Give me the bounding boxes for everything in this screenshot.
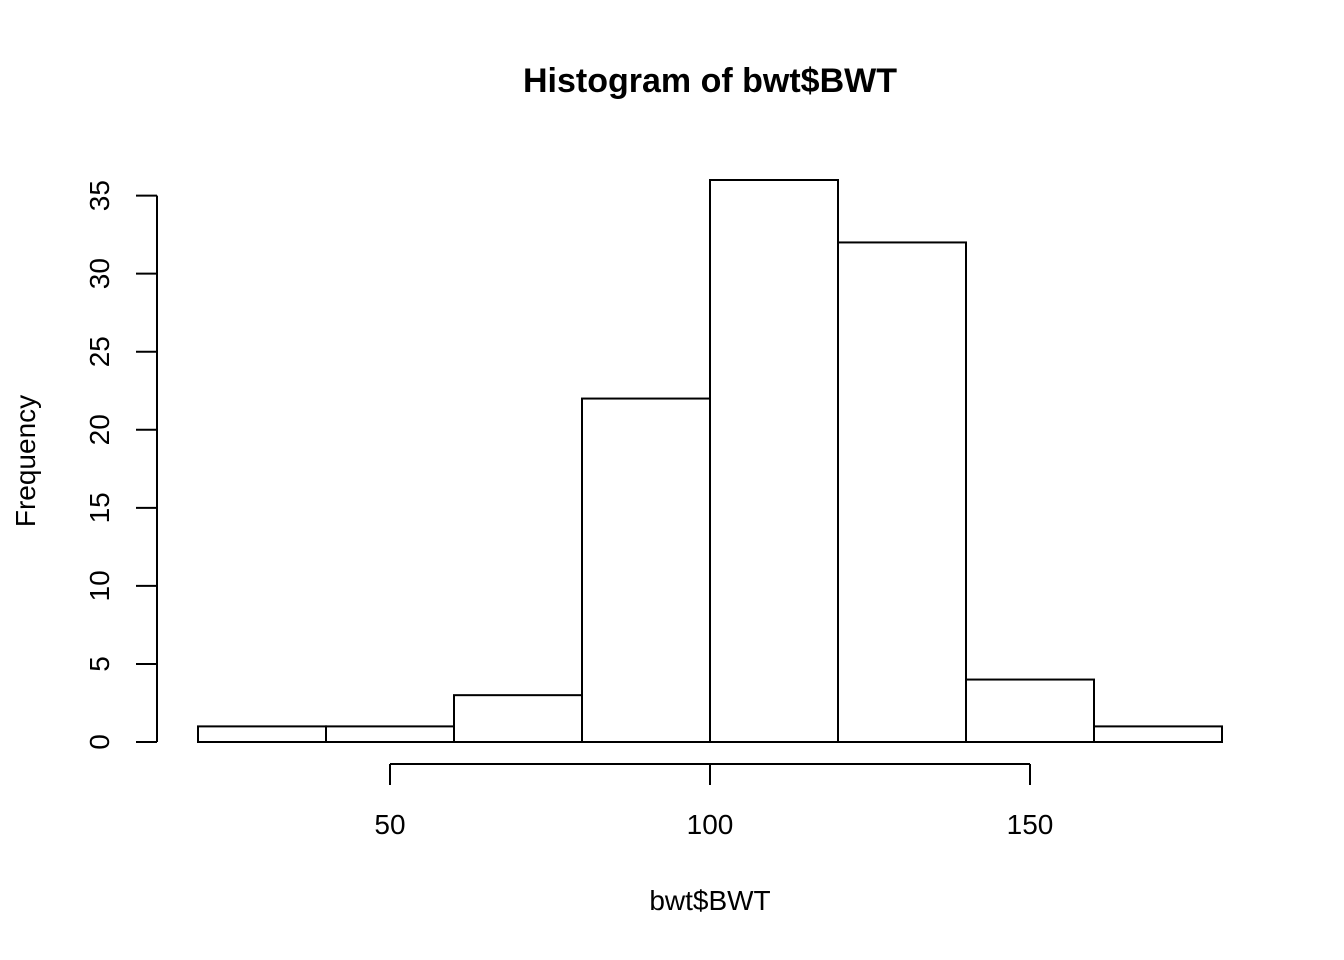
histogram-bar (837, 241, 967, 743)
y-tick-label: 35 (84, 180, 115, 211)
x-axis: 50 100 150 (374, 763, 1054, 840)
y-tick-label: 25 (84, 336, 115, 367)
y-tick-label: 15 (84, 492, 115, 523)
y-axis: 0 5 10 15 20 25 30 35 (84, 180, 158, 750)
chart-title: Histogram of bwt$BWT (523, 62, 897, 100)
y-tick-label: 30 (84, 258, 115, 289)
y-axis-label: Frequency (10, 395, 41, 527)
y-tick-label: 5 (84, 656, 115, 672)
y-tick-label: 20 (84, 414, 115, 445)
x-tick-label: 50 (374, 809, 405, 840)
histogram-bar (965, 678, 1095, 743)
x-tick-label: 100 (687, 809, 734, 840)
histogram-bar (197, 725, 327, 744)
histogram-bar (581, 397, 711, 743)
bars-group (197, 179, 1223, 744)
x-tick-label: 150 (1007, 809, 1054, 840)
y-tick-label: 10 (84, 570, 115, 601)
histogram-bar (1093, 725, 1223, 744)
histogram-bar (325, 725, 455, 744)
histogram-bar (709, 179, 839, 743)
y-tick-label: 0 (84, 734, 115, 750)
histogram-bar (453, 694, 583, 744)
x-axis-label: bwt$BWT (649, 885, 770, 916)
